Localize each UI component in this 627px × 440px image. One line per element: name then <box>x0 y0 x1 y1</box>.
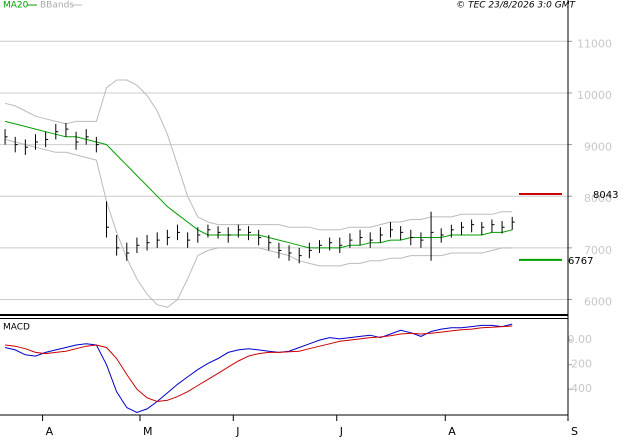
x-tick-label: J <box>235 425 239 438</box>
y-tick-label: 11000 <box>577 37 612 50</box>
legend-ma20: MA20 <box>3 1 29 11</box>
level-label: 6767 <box>568 256 593 267</box>
ma20-line <box>4 120 513 249</box>
credit: © TEC 23/8/2026 3:0 GMT <box>456 1 576 11</box>
level-label: 8043 <box>593 190 618 201</box>
macd-title: MACD <box>3 323 30 333</box>
y-tick-label: -200 <box>567 358 592 371</box>
bollinger-lower <box>4 138 513 308</box>
y-tick-label: 10000 <box>577 89 612 102</box>
y-tick-label: -400 <box>567 382 592 395</box>
macd-line <box>4 323 513 414</box>
macd-line <box>5 325 513 403</box>
x-tick-label: A <box>46 425 54 438</box>
y-tick-label: 0.00 <box>568 333 593 346</box>
x-tick-label: M <box>143 425 153 438</box>
y-tick-label: 7000 <box>584 244 612 257</box>
y-tick-label: 8000 <box>584 192 612 205</box>
bollinger-upper <box>4 79 513 231</box>
y-tick-label: 6000 <box>584 296 612 309</box>
x-tick-label: S <box>571 425 578 438</box>
x-tick-label: A <box>448 425 456 438</box>
y-tick-label: 9000 <box>584 141 612 154</box>
legend-bbands: BBands <box>40 1 74 11</box>
x-tick-label: J <box>339 425 343 438</box>
